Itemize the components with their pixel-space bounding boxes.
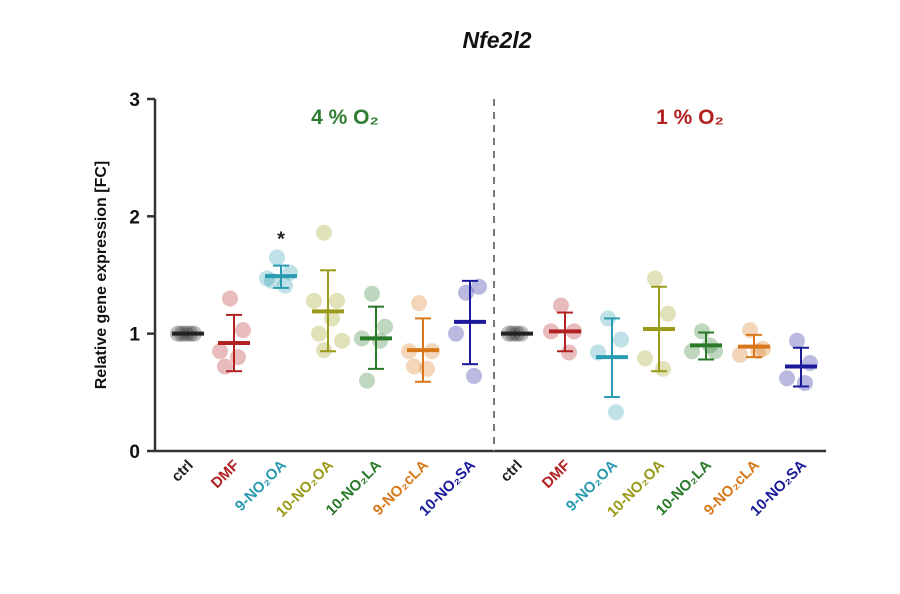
data-point <box>377 318 393 335</box>
series-10-NO₂LA <box>684 323 723 361</box>
y-tick-label: 2 <box>129 207 140 228</box>
data-point <box>694 323 710 340</box>
data-point <box>732 346 748 363</box>
data-point <box>212 343 228 360</box>
group-label-4-percent-o2: 4 % O₂ <box>311 106 379 129</box>
series-DMF <box>543 297 582 361</box>
data-point <box>802 355 818 371</box>
data-point <box>553 297 569 314</box>
x-tick-label: ctrl <box>168 457 197 486</box>
x-tick-label: DMF <box>208 457 243 492</box>
y-tick-label: 0 <box>129 442 140 463</box>
series-9-NO₂OA <box>590 310 629 421</box>
data-point <box>222 290 238 307</box>
series-9-NO₂cLA <box>401 295 440 383</box>
data-point <box>329 292 345 309</box>
significance-marker: * <box>277 229 285 251</box>
series-10-NO₂OA <box>306 224 350 359</box>
chart-title: Nfe2l2 <box>462 27 531 53</box>
x-tick-label: ctrl <box>497 457 526 486</box>
data-point <box>306 292 322 309</box>
data-point <box>466 367 482 384</box>
data-point <box>269 249 285 266</box>
data-point <box>316 224 332 241</box>
data-point <box>372 332 388 349</box>
data-point <box>655 360 671 377</box>
data-point <box>359 372 375 389</box>
y-tick-label: 1 <box>129 325 140 346</box>
series-10-NO₂LA <box>354 285 393 389</box>
y-tick-label: 3 <box>129 90 140 111</box>
data-point <box>637 350 653 367</box>
x-tick-label: DMF <box>539 457 574 492</box>
data-point <box>411 295 427 312</box>
data-point <box>364 285 380 302</box>
series-9-NO₂OA: * <box>259 229 298 294</box>
data-point <box>797 374 813 391</box>
y-axis-label: Relative gene expression [FC] <box>93 161 110 390</box>
series-10-NO₂SA <box>779 332 818 391</box>
data-point <box>448 325 464 342</box>
data-point <box>789 332 805 349</box>
series-10-NO₂OA <box>637 270 676 377</box>
data-point <box>613 331 629 348</box>
data-point <box>406 358 422 375</box>
data-point <box>471 278 487 295</box>
series-ctrl <box>501 325 533 342</box>
series-10-NO₂SA <box>448 278 487 384</box>
data-point <box>608 404 624 421</box>
data-point <box>235 322 251 339</box>
series-ctrl <box>170 325 204 342</box>
data-point <box>311 325 327 342</box>
data-point <box>334 332 350 349</box>
data-point <box>660 305 676 322</box>
data-point <box>561 344 577 361</box>
series-DMF <box>212 290 251 375</box>
data-point <box>316 342 332 359</box>
data-point <box>779 370 795 387</box>
group-label-1-percent-o2: 1 % O₂ <box>656 106 724 129</box>
data-point <box>647 270 663 287</box>
series-9-NO₂cLA <box>732 322 771 363</box>
data-point <box>230 349 246 366</box>
